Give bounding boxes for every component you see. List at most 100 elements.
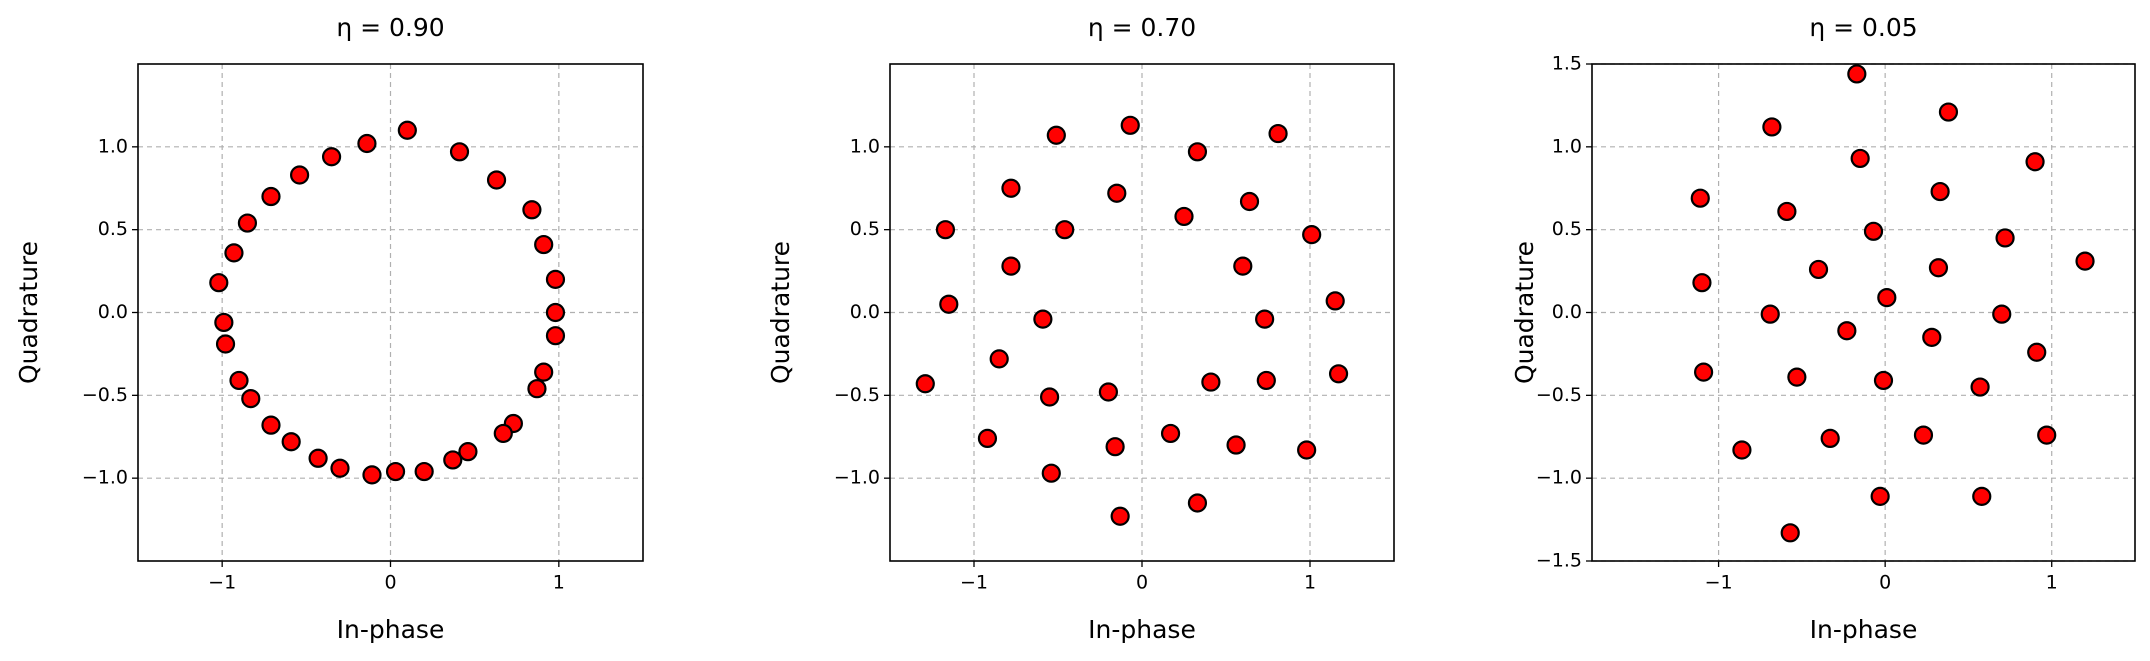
point [1732,440,1752,460]
point [397,120,417,140]
point [1001,178,1021,198]
point [545,269,566,289]
point [1255,309,1275,329]
point [1328,364,1349,384]
point [935,220,956,240]
plot-frame [1591,63,2136,562]
x-tick-label: −1 [208,572,236,594]
point [486,170,507,190]
point [1992,304,2012,324]
point [1160,423,1181,444]
point [362,465,382,485]
point [308,448,328,468]
point [545,302,566,323]
y-tick-label: −0.5 [834,384,880,406]
x-tick-label: −1 [1705,572,1733,594]
point [215,334,236,354]
point [458,442,478,462]
point [237,213,258,233]
y-tick-label: −0.5 [82,384,128,406]
point [915,374,935,394]
point [1787,367,1807,387]
point [534,234,554,255]
y-axis-label: Quadrature [14,241,43,384]
point [1098,382,1119,402]
point [2037,425,2057,445]
point [1039,387,1060,407]
y-tick-label: 1.5 [1552,53,1582,75]
y-tick-label: 0.0 [1552,301,1582,323]
plot-frame [137,63,644,562]
point [527,379,547,399]
point [443,450,463,470]
point [261,415,281,435]
point [1970,377,1990,397]
point [1690,188,1710,208]
point [2027,342,2047,362]
point [1046,125,1066,145]
point [261,186,281,207]
point [281,432,301,452]
point [229,370,249,391]
point [357,133,377,154]
point [1930,181,1950,202]
point [385,461,406,482]
y-tick-label: −0.5 [1536,384,1582,406]
point [1850,148,1870,169]
point [1001,256,1021,276]
subplot: −1 0 1 −1.0 −0.5 0.0 0.5 1.0 η = 0.90 In-phase Qua… [14,13,644,644]
point [534,362,554,382]
point [1777,201,1797,222]
chart-title: η = 0.70 [1088,13,1196,42]
point [1863,221,1884,241]
y-tick-label: 1.0 [98,135,128,157]
point [1972,486,1992,506]
y-tick-label: 0.0 [98,301,128,323]
point [290,165,310,185]
point [522,200,542,220]
point [1239,191,1260,212]
point [414,461,434,482]
point [1873,370,1894,391]
point [1302,225,1322,245]
y-tick-label: 0.5 [850,218,880,240]
x-axis-label: In-phase [1088,615,1196,644]
chart-title: η = 0.05 [1809,13,1917,42]
x-tick-label: 1 [2046,572,2058,594]
point [2075,251,2095,271]
chart-title: η = 0.90 [336,13,444,42]
y-tick-label: 1.0 [850,135,880,157]
point [1760,304,1780,324]
y-tick-label: 0.5 [1552,218,1582,240]
y-tick-label: −1.0 [834,467,880,489]
point [321,147,342,167]
subplot: −1 0 1 −1.5 −1.0 −0.5 0.0 0.5 1.0 1.5 η = 0.05 In-p… [1510,13,2136,644]
plot-frame [889,63,1395,562]
point [1877,287,1897,308]
point [1847,64,1867,84]
point [1837,321,1857,341]
y-tick-label: −1.0 [82,467,128,489]
point [1256,370,1276,391]
y-tick-label: 1.0 [1552,135,1582,157]
point [493,423,513,444]
point [224,243,244,263]
point [1780,523,1800,543]
point [1325,291,1345,311]
point [1120,115,1140,135]
point [989,349,1009,369]
point [1820,428,1840,449]
subplot: −1 0 1 −1.0 −0.5 0.0 0.5 1.0 η = 0.70 In-phase Qua… [766,13,1395,644]
point [214,312,234,333]
y-tick-label: 0.0 [850,301,880,323]
x-tick-label: 0 [1136,572,1148,594]
point [1297,440,1317,460]
point [1692,273,1712,293]
point [1055,220,1075,240]
point [1107,183,1127,203]
point [241,389,261,409]
x-tick-label: −1 [960,572,988,594]
y-tick-label: 0.5 [98,218,128,240]
point [1187,142,1208,162]
